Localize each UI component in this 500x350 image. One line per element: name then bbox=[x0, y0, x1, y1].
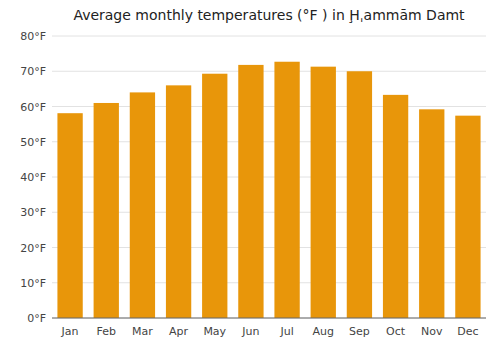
x-tick-label: Nov bbox=[421, 325, 443, 338]
bar bbox=[130, 92, 155, 318]
bar bbox=[238, 65, 263, 318]
x-tick-label: Dec bbox=[457, 325, 478, 338]
y-tick-label: 30°F bbox=[20, 206, 46, 219]
y-tick-label: 80°F bbox=[20, 30, 46, 43]
x-tick-label: Mar bbox=[132, 325, 153, 338]
y-tick-label: 20°F bbox=[20, 242, 46, 255]
bar bbox=[166, 85, 191, 318]
y-tick-label: 10°F bbox=[20, 277, 46, 290]
x-tick-label: Apr bbox=[169, 325, 189, 338]
bar bbox=[57, 113, 82, 318]
bar bbox=[311, 67, 336, 318]
x-tick-label: Aug bbox=[313, 325, 334, 338]
bar bbox=[202, 74, 227, 318]
y-tick-label: 40°F bbox=[20, 171, 46, 184]
y-axis: 0°F 10°F 20°F 30°F 40°F 50°F 60°F 70°F 80°F bbox=[20, 30, 486, 325]
x-tick-label: Sep bbox=[349, 325, 370, 338]
x-axis-line bbox=[52, 318, 486, 319]
x-tick-label: Oct bbox=[386, 325, 406, 338]
y-tick-label: 70°F bbox=[20, 65, 46, 78]
x-axis: Jan Feb Mar Apr May Jun Jul Aug Sep Oct Nov Dec bbox=[61, 325, 479, 338]
x-tick-label: Jan bbox=[61, 325, 79, 338]
grid-line bbox=[52, 36, 486, 37]
bars bbox=[57, 62, 480, 318]
chart: Average monthly temperatures (°F ) in Ḩˌ… bbox=[0, 0, 500, 350]
bar bbox=[419, 109, 444, 318]
x-tick-label: Feb bbox=[97, 325, 116, 338]
y-tick-label: 60°F bbox=[20, 101, 46, 114]
bar bbox=[383, 95, 408, 318]
grid-line bbox=[52, 71, 486, 72]
x-tick-label: May bbox=[203, 325, 226, 338]
bar bbox=[455, 116, 480, 318]
grid-line bbox=[52, 318, 486, 319]
chart-container: Average monthly temperatures (°F ) in Ḩˌ… bbox=[0, 0, 500, 350]
title: Average monthly temperatures (°F ) in Ḩˌ… bbox=[73, 7, 465, 23]
y-tick-label: 0°F bbox=[27, 312, 46, 325]
bar bbox=[274, 62, 299, 318]
bar bbox=[94, 103, 119, 318]
bar bbox=[347, 71, 372, 318]
y-tick-label: 50°F bbox=[20, 136, 46, 149]
x-tick-label: Jun bbox=[241, 325, 259, 338]
x-tick-label: Jul bbox=[279, 325, 293, 338]
